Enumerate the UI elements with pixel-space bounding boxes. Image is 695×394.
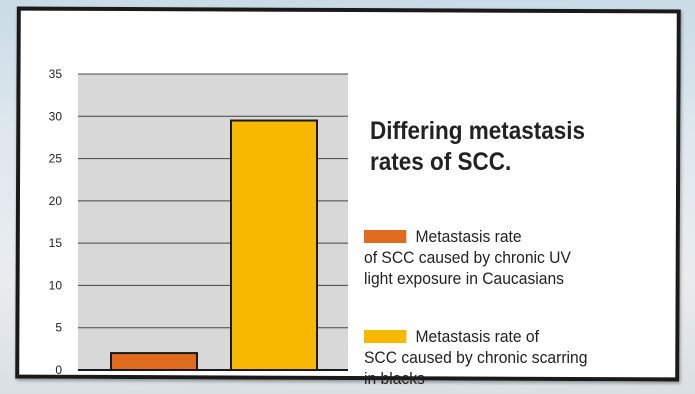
y-tick-label: 0 [55,363,62,377]
legend-entry-scarring: Metastasis rate of SCC caused by chronic… [364,305,664,389]
y-tick-label: 30 [49,109,63,123]
y-tick-label: 10 [49,278,63,292]
bars [110,119,318,372]
y-axis-ticks: 0 5 10 15 20 25 30 35 [49,67,63,377]
y-tick-label: 15 [49,236,63,250]
legend-label-uv: Metastasis rate of SCC caused by chronic… [364,227,571,288]
y-tick-label: 35 [49,67,63,81]
legend-label-scarring: Metastasis rate of SCC caused by chronic… [364,327,588,388]
bar-chronic-scarring [230,119,318,371]
legend-swatch-scarring [364,330,407,343]
y-tick-label: 20 [49,194,63,208]
legend-entry-uv: Metastasis rate of SCC caused by chronic… [364,205,664,289]
bar-uv-exposure [110,352,198,372]
legend-swatch-uv [364,230,407,243]
y-tick-label: 25 [49,152,63,166]
y-tick-label: 5 [55,321,62,335]
chart-title: Differing metastasis rates of SCC. [370,117,586,176]
